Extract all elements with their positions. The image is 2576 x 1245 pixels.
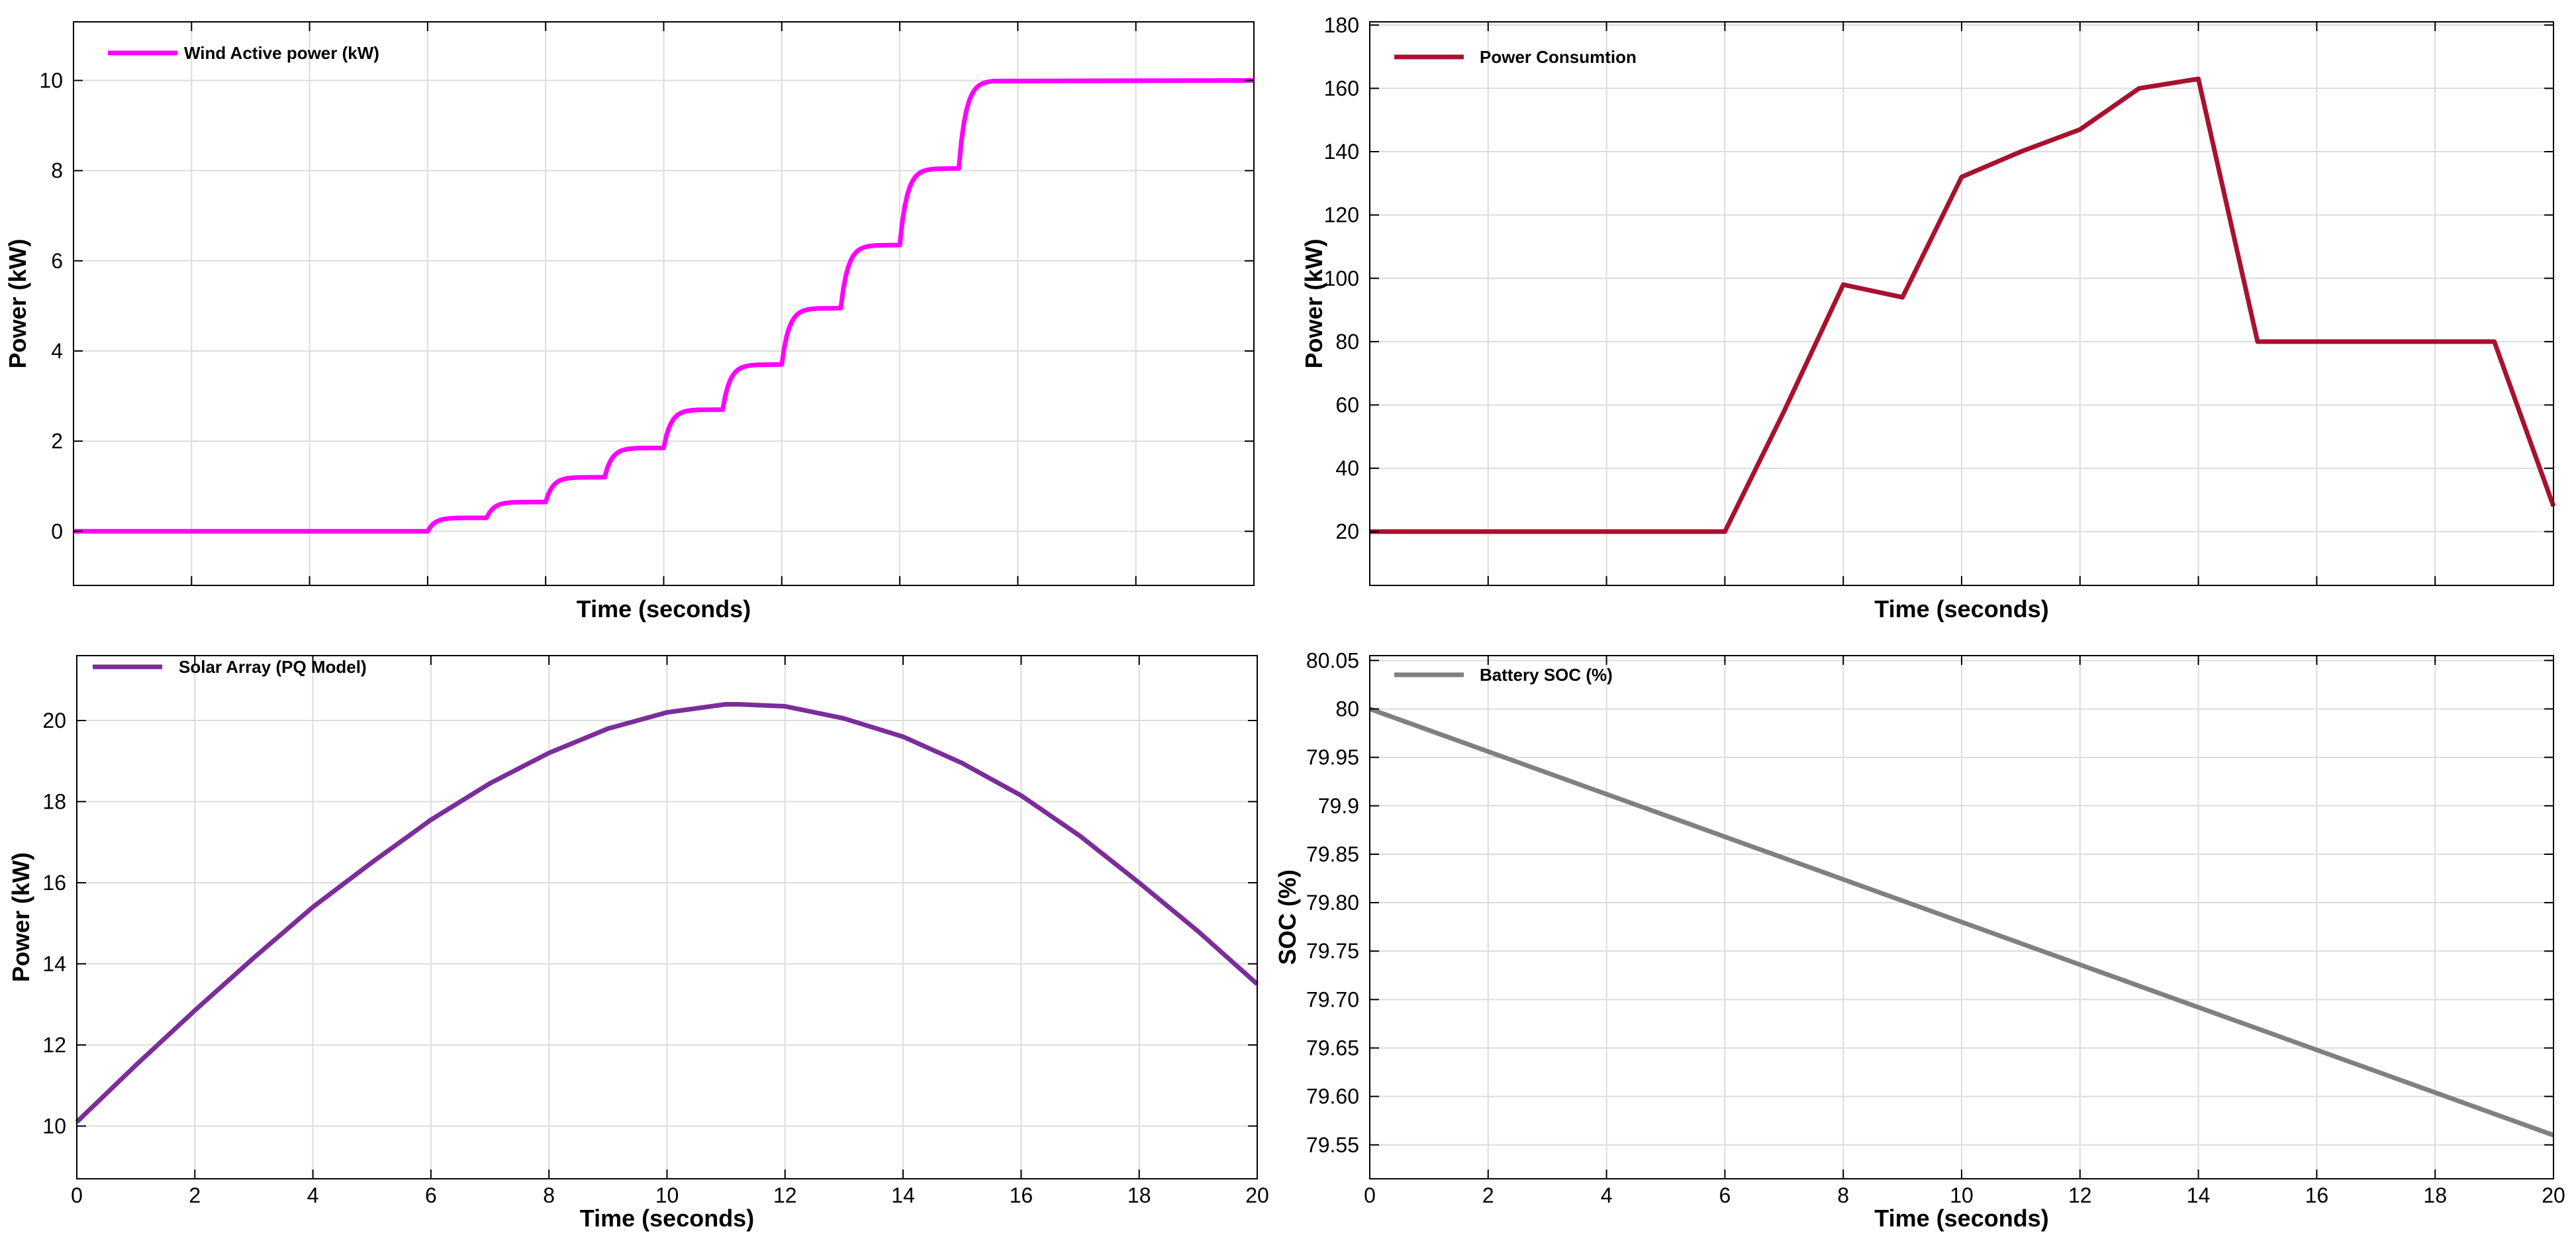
x-tick-label: 2 (189, 1183, 201, 1207)
y-tick-label: 60 (1335, 393, 1359, 417)
x-axis-label: Time (seconds) (1874, 1205, 2048, 1232)
y-tick-label: 16 (42, 871, 66, 895)
y-tick-label: 80.05 (1306, 648, 1359, 672)
y-tick-label: 79.65 (1306, 1036, 1359, 1060)
x-tick-label: 16 (1010, 1183, 1033, 1207)
x-tick-label: 12 (2068, 1183, 2092, 1207)
x-tick-label: 0 (71, 1183, 83, 1207)
y-tick-label: 79.55 (1306, 1133, 1359, 1157)
x-tick-label: 20 (2542, 1183, 2565, 1207)
y-tick-label: 79.95 (1306, 746, 1359, 770)
x-tick-label: 6 (425, 1183, 437, 1207)
panel-battery-soc: Battery SOC (%) 0 2 4 6 8 10 12 14 16 18 20 79.55 79.… (1274, 648, 2565, 1232)
x-tick-label: 4 (1601, 1183, 1613, 1207)
y-tick-label: 120 (1324, 203, 1359, 227)
x-tick-label: 14 (891, 1183, 915, 1207)
y-tick-label: 79.9 (1318, 794, 1359, 818)
y-tick-label: 160 (1324, 76, 1359, 100)
panel-solar-array: Solar Array (PQ Model) 0 2 4 6 8 10 12 14 16 18 20 1… (7, 655, 1269, 1232)
x-tick-label: 20 (1245, 1183, 1269, 1207)
y-tick-label: 80 (1335, 697, 1359, 721)
x-tick-label: 6 (1719, 1183, 1731, 1207)
y-tick-label: 18 (42, 789, 66, 813)
x-tick-label: 4 (307, 1183, 319, 1207)
y-tick-label: 100 (1324, 266, 1359, 290)
y-axis-label: Power (kW) (4, 238, 31, 368)
x-axis-label: Time (seconds) (1874, 595, 2048, 622)
y-tick-label: 0 (51, 519, 63, 543)
y-tick-label: 10 (42, 1114, 66, 1138)
series-line (1368, 707, 2555, 1138)
legend-label: Power Consumtion (1480, 47, 1637, 67)
y-tick-label: 20 (1335, 520, 1359, 544)
series-line (1370, 76, 2556, 534)
x-tick-label: 18 (2423, 1183, 2447, 1207)
x-tick-label: 10 (1950, 1183, 1974, 1207)
x-tick-label: 8 (1837, 1183, 1849, 1207)
x-tick-label: 14 (2187, 1183, 2211, 1207)
legend-label: Solar Array (PQ Model) (179, 657, 367, 677)
y-tick-label: 79.80 (1306, 891, 1359, 915)
x-tick-label: 12 (773, 1183, 797, 1207)
y-tick-label: 79.70 (1306, 987, 1359, 1011)
y-tick-label: 79.75 (1306, 939, 1359, 963)
y-tick-label: 79.85 (1306, 842, 1359, 866)
y-tick-label: 140 (1324, 140, 1359, 164)
x-tick-label: 2 (1482, 1183, 1494, 1207)
y-tick-label: 2 (51, 429, 63, 453)
x-axis-label: Time (seconds) (580, 1205, 754, 1232)
x-tick-label: 16 (2305, 1183, 2329, 1207)
y-tick-label: 40 (1335, 456, 1359, 480)
x-axis-label: Time (seconds) (577, 595, 751, 622)
x-tick-label: 8 (543, 1183, 555, 1207)
y-tick-label: 79.60 (1306, 1085, 1359, 1109)
y-axis-label: Power (kW) (7, 852, 34, 982)
panel-power-consumption: Power Consumtion 20 40 60 80 100 120 140 160 180 T… (1300, 13, 2556, 622)
y-tick-label: 180 (1324, 13, 1359, 37)
y-tick-label: 12 (42, 1033, 66, 1057)
panel-wind-power: Wind Active power (kW) 0 2 4 6 8 10 Time (secon… (4, 21, 1255, 622)
y-tick-label: 14 (42, 952, 66, 975)
y-tick-label: 4 (51, 339, 63, 363)
y-tick-label: 80 (1335, 330, 1359, 354)
y-axis-label: SOC (%) (1274, 870, 1301, 965)
series-line (75, 701, 1259, 1124)
legend-label: Battery SOC (%) (1480, 665, 1613, 685)
y-axis-label: Power (kW) (1300, 238, 1327, 368)
series-line (73, 78, 1255, 534)
x-tick-label: 10 (655, 1183, 679, 1207)
y-tick-label: 10 (39, 69, 63, 93)
y-tick-label: 8 (51, 159, 63, 183)
y-tick-label: 20 (42, 709, 66, 732)
x-tick-label: 18 (1127, 1183, 1151, 1207)
legend-label: Wind Active power (kW) (184, 43, 379, 63)
x-tick-label: 0 (1364, 1183, 1376, 1207)
y-tick-label: 6 (51, 249, 63, 273)
